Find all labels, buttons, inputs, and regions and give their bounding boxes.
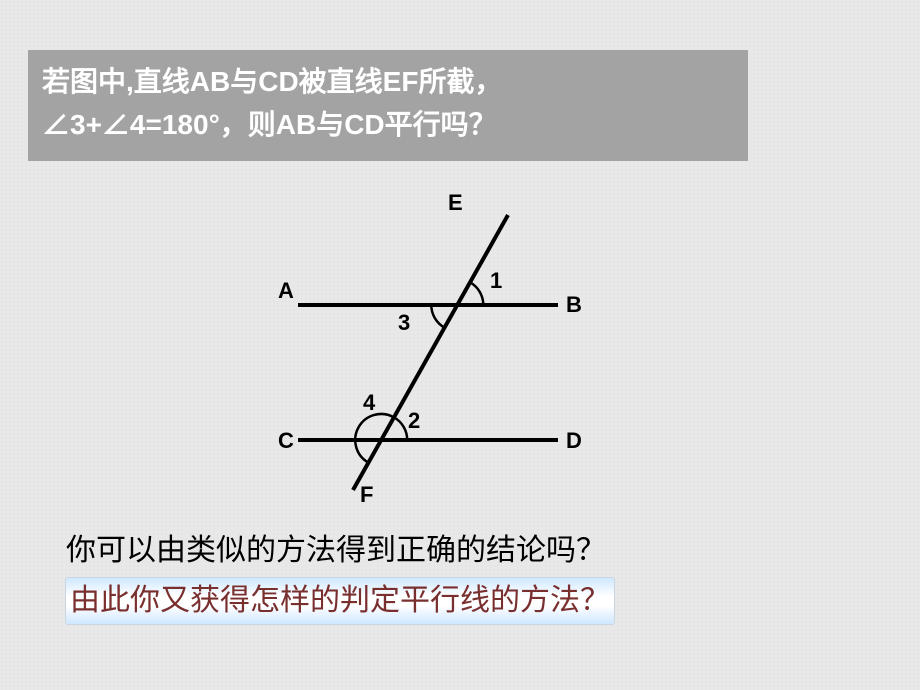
svg-text:2: 2: [408, 408, 420, 433]
svg-text:4: 4: [363, 390, 376, 415]
question-2: 由此你又获得怎样的判定平行线的方法？: [66, 578, 614, 624]
slide: 若图中,直线AB与CD被直线EF所截， ∠3+∠4=180°，则AB与CD平行吗…: [18, 0, 902, 690]
diagram-svg: A B C D E F 1 2 3 4: [258, 190, 598, 510]
header-line-1: 若图中,直线AB与CD被直线EF所截，: [42, 60, 734, 103]
svg-text:A: A: [278, 278, 294, 303]
svg-text:C: C: [278, 428, 294, 453]
svg-text:1: 1: [490, 268, 502, 293]
svg-text:D: D: [566, 428, 582, 453]
svg-text:F: F: [360, 482, 373, 507]
svg-text:B: B: [566, 292, 582, 317]
geometry-diagram: A B C D E F 1 2 3 4: [258, 190, 598, 510]
header-line-2: ∠3+∠4=180°，则AB与CD平行吗？: [42, 103, 734, 146]
svg-text:3: 3: [398, 310, 410, 335]
problem-header: 若图中,直线AB与CD被直线EF所截， ∠3+∠4=180°，则AB与CD平行吗…: [28, 50, 748, 161]
svg-text:E: E: [448, 190, 463, 215]
question-1: 你可以由类似的方法得到正确的结论吗？: [66, 530, 606, 572]
